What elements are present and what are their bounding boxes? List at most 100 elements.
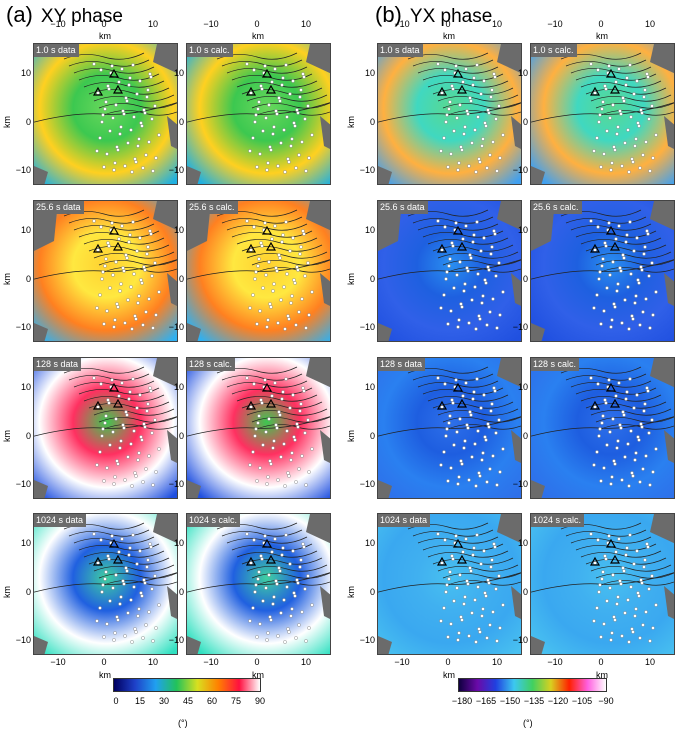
- x-tick-top: 0: [445, 19, 451, 29]
- y-tick: 10: [517, 382, 528, 392]
- x-tick-bottom: −10: [50, 657, 66, 667]
- x-tick-top: −10: [394, 19, 410, 29]
- colorbar-yx: [458, 678, 607, 692]
- y-tick: 10: [20, 68, 31, 78]
- y-unit: km: [2, 273, 12, 285]
- map-panel: 25.6 s data: [33, 200, 178, 342]
- x-unit-top: km: [596, 31, 608, 41]
- colorbar-yx-tick: −120: [547, 696, 569, 706]
- map-panel: 25.6 s calc.: [186, 200, 331, 342]
- panel-b-title: (b) YX phase: [375, 2, 493, 27]
- colorbar-yx-tick: −180: [451, 696, 473, 706]
- phase-map: [531, 44, 674, 184]
- x-unit-bottom: km: [443, 670, 455, 680]
- map-panel: 128 s calc.: [530, 357, 675, 499]
- colorbar-xy-tick: 60: [206, 696, 218, 706]
- x-tick-bottom: −10: [547, 657, 563, 667]
- colorbar-xy-tick: 75: [230, 696, 242, 706]
- x-tick-top: −10: [203, 19, 219, 29]
- y-unit: km: [2, 430, 12, 442]
- y-tick: −10: [512, 635, 528, 645]
- colorbar-xy-unit: (°): [178, 718, 188, 728]
- phase-map: [187, 514, 330, 654]
- panel-label: 1.0 s calc.: [531, 44, 577, 57]
- phase-map: [531, 514, 674, 654]
- x-tick-bottom: 10: [300, 657, 312, 667]
- y-tick: 0: [25, 431, 31, 441]
- y-tick: −10: [168, 165, 184, 175]
- x-tick-bottom: −10: [203, 657, 219, 667]
- panel-label: 1024 s calc.: [187, 514, 241, 527]
- phase-map: [34, 44, 177, 184]
- y-tick: 10: [173, 225, 184, 235]
- x-tick-top: −10: [50, 19, 66, 29]
- y-tick: −10: [15, 165, 31, 175]
- y-tick: 10: [364, 68, 375, 78]
- map-panel: 1.0 s calc.: [530, 43, 675, 185]
- x-unit-top: km: [443, 31, 455, 41]
- map-panel: 25.6 s calc.: [530, 200, 675, 342]
- map-panel: 128 s data: [33, 357, 178, 499]
- map-panel: 128 s data: [377, 357, 522, 499]
- panel-label: 1024 s data: [378, 514, 431, 527]
- panel-label: 128 s data: [378, 358, 426, 371]
- x-tick-top: 10: [147, 19, 159, 29]
- y-tick: −10: [359, 165, 375, 175]
- panel-label: 25.6 s calc.: [531, 201, 582, 214]
- y-tick: 0: [369, 117, 375, 127]
- x-tick-top: 0: [598, 19, 604, 29]
- y-tick: 0: [522, 274, 528, 284]
- colorbar-xy-tick: 15: [134, 696, 146, 706]
- y-tick: −10: [359, 479, 375, 489]
- colorbar-yx-tick: −105: [571, 696, 593, 706]
- y-tick: 0: [178, 117, 184, 127]
- y-tick: −10: [15, 635, 31, 645]
- y-tick: 10: [173, 68, 184, 78]
- y-tick: −10: [168, 635, 184, 645]
- y-tick: −10: [168, 322, 184, 332]
- y-tick: −10: [512, 479, 528, 489]
- map-panel: 1024 s calc.: [530, 513, 675, 655]
- y-tick: 0: [522, 117, 528, 127]
- y-tick: 10: [173, 382, 184, 392]
- panel-label: 25.6 s data: [34, 201, 84, 214]
- x-tick-top: 0: [101, 19, 107, 29]
- y-tick: 10: [364, 382, 375, 392]
- y-tick: −10: [15, 479, 31, 489]
- panel-label: 1.0 s calc.: [187, 44, 233, 57]
- y-tick: −10: [359, 322, 375, 332]
- y-tick: 0: [369, 587, 375, 597]
- panel-label: 1.0 s data: [34, 44, 79, 57]
- y-unit: km: [346, 586, 356, 598]
- y-tick: 0: [25, 587, 31, 597]
- panel-label: 1024 s calc.: [531, 514, 585, 527]
- colorbar-xy-tick: 30: [158, 696, 170, 706]
- y-unit: km: [346, 116, 356, 128]
- colorbar-yx-unit: (°): [523, 718, 533, 728]
- x-tick-top: 10: [491, 19, 503, 29]
- x-tick-bottom: −10: [394, 657, 410, 667]
- colorbar-yx-tick: −90: [598, 696, 614, 706]
- y-tick: 0: [522, 431, 528, 441]
- map-panel: 1024 s data: [377, 513, 522, 655]
- y-tick: −10: [359, 635, 375, 645]
- y-tick: 0: [25, 117, 31, 127]
- x-unit-bottom: km: [99, 670, 111, 680]
- panel-label: 1.0 s data: [378, 44, 423, 57]
- phase-map: [378, 514, 521, 654]
- map-panel: 1024 s data: [33, 513, 178, 655]
- phase-map: [531, 201, 674, 341]
- x-tick-bottom: 0: [101, 657, 107, 667]
- phase-map: [531, 358, 674, 498]
- y-tick: 10: [364, 225, 375, 235]
- y-tick: 0: [178, 274, 184, 284]
- phase-map: [187, 44, 330, 184]
- panel-label: 128 s data: [34, 358, 82, 371]
- phase-map: [187, 201, 330, 341]
- y-tick: −10: [15, 322, 31, 332]
- map-panel: 1.0 s data: [377, 43, 522, 185]
- colorbar-yx-tick: −165: [475, 696, 497, 706]
- y-tick: 10: [20, 225, 31, 235]
- colorbar-yx-tick: −135: [523, 696, 545, 706]
- phase-map: [378, 201, 521, 341]
